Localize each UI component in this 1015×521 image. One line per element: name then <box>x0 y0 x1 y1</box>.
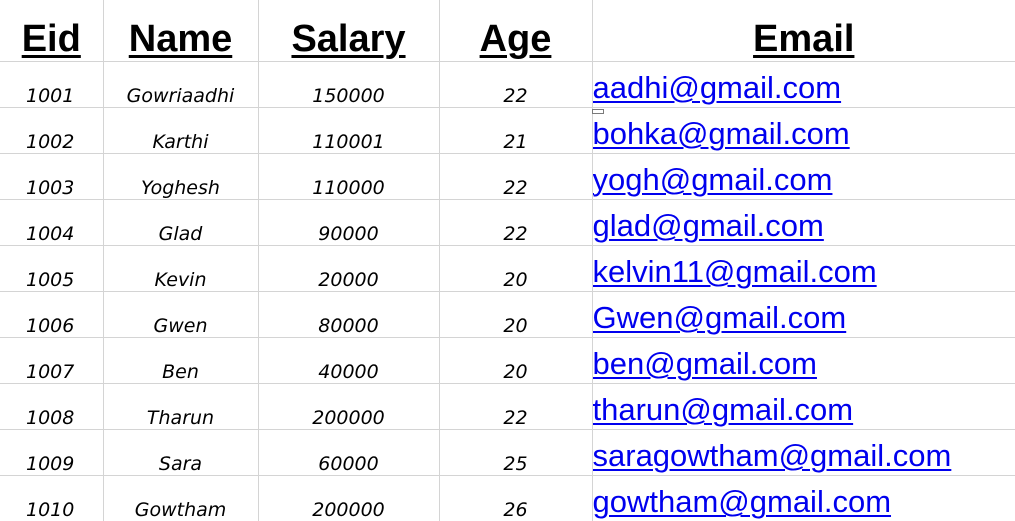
email-link[interactable]: kelvin11@gmail.com <box>592 253 877 289</box>
age-cell[interactable]: 20 <box>439 291 593 338</box>
email-link[interactable]: glad@gmail.com <box>592 207 824 243</box>
table-row: 1005 Kevin 20000 20 kelvin11@gmail.com <box>0 245 1015 292</box>
email-cell[interactable]: ben@gmail.com <box>592 337 1015 384</box>
table-row: 1010 Gowtham 200000 26 gowtham@gmail.com <box>0 475 1015 521</box>
email-link[interactable]: yogh@gmail.com <box>592 161 833 197</box>
table-row: 1008 Tharun 200000 22 tharun@gmail.com <box>0 383 1015 430</box>
name-cell[interactable]: Glad <box>103 199 259 246</box>
salary-cell[interactable]: 150000 <box>258 61 440 108</box>
table-row: 1004 Glad 90000 22 glad@gmail.com <box>0 199 1015 246</box>
salary-cell[interactable]: 110000 <box>258 153 440 200</box>
name-cell[interactable]: Tharun <box>103 383 259 430</box>
eid-cell[interactable]: 1004 <box>0 199 104 246</box>
eid-cell[interactable]: 1007 <box>0 337 104 384</box>
name-cell[interactable]: Gowriaadhi <box>103 61 259 108</box>
salary-cell[interactable]: 60000 <box>258 429 440 476</box>
name-cell[interactable]: Sara <box>103 429 259 476</box>
salary-cell[interactable]: 20000 <box>258 245 440 292</box>
age-cell[interactable]: 26 <box>439 475 593 521</box>
eid-cell[interactable]: 1008 <box>0 383 104 430</box>
eid-cell[interactable]: 1009 <box>0 429 104 476</box>
email-cell[interactable]: kelvin11@gmail.com <box>592 245 1015 292</box>
age-cell[interactable]: 20 <box>439 337 593 384</box>
salary-cell[interactable]: 110001 <box>258 107 440 154</box>
salary-cell[interactable]: 200000 <box>258 475 440 521</box>
email-link[interactable]: ben@gmail.com <box>592 345 817 381</box>
salary-cell[interactable]: 200000 <box>258 383 440 430</box>
eid-cell[interactable]: 1001 <box>0 61 104 108</box>
header-salary[interactable]: Salary <box>258 0 440 62</box>
eid-cell[interactable]: 1003 <box>0 153 104 200</box>
eid-cell[interactable]: 1010 <box>0 475 104 521</box>
table-row: 1001 Gowriaadhi 150000 22 aadhi@gmail.co… <box>0 61 1015 108</box>
name-cell[interactable]: Karthi <box>103 107 259 154</box>
fill-handle-marker[interactable] <box>592 109 604 114</box>
eid-cell[interactable]: 1006 <box>0 291 104 338</box>
name-cell[interactable]: Gowtham <box>103 475 259 521</box>
name-cell[interactable]: Yoghesh <box>103 153 259 200</box>
age-cell[interactable]: 25 <box>439 429 593 476</box>
email-cell[interactable]: saragowtham@gmail.com <box>592 429 1015 476</box>
header-row: Eid Name Salary Age Email <box>0 0 1015 62</box>
email-cell[interactable]: aadhi@gmail.com <box>592 61 1015 108</box>
email-link[interactable]: tharun@gmail.com <box>592 391 854 427</box>
email-cell[interactable]: glad@gmail.com <box>592 199 1015 246</box>
email-link[interactable]: gowtham@gmail.com <box>592 484 892 519</box>
email-cell[interactable]: bohka@gmail.com <box>592 107 1015 154</box>
header-eid[interactable]: Eid <box>0 0 104 62</box>
eid-cell[interactable]: 1002 <box>0 107 104 154</box>
table-row: 1009 Sara 60000 25 saragowtham@gmail.com <box>0 429 1015 476</box>
email-cell[interactable]: yogh@gmail.com <box>592 153 1015 200</box>
table-row: 1006 Gwen 80000 20 Gwen@gmail.com <box>0 291 1015 338</box>
age-cell[interactable]: 22 <box>439 199 593 246</box>
age-cell[interactable]: 21 <box>439 107 593 154</box>
email-link[interactable]: aadhi@gmail.com <box>592 69 842 105</box>
salary-cell[interactable]: 90000 <box>258 199 440 246</box>
salary-cell[interactable]: 80000 <box>258 291 440 338</box>
salary-cell[interactable]: 40000 <box>258 337 440 384</box>
age-cell[interactable]: 22 <box>439 153 593 200</box>
email-link[interactable]: saragowtham@gmail.com <box>592 437 952 473</box>
header-name[interactable]: Name <box>103 0 259 62</box>
name-cell[interactable]: Gwen <box>103 291 259 338</box>
name-cell[interactable]: Ben <box>103 337 259 384</box>
age-cell[interactable]: 22 <box>439 61 593 108</box>
email-cell[interactable]: Gwen@gmail.com <box>592 291 1015 338</box>
name-cell[interactable]: Kevin <box>103 245 259 292</box>
email-link[interactable]: Gwen@gmail.com <box>592 299 847 335</box>
header-email[interactable]: Email <box>592 0 1015 62</box>
header-age[interactable]: Age <box>439 0 593 62</box>
email-cell[interactable]: gowtham@gmail.com <box>592 475 1015 521</box>
age-cell[interactable]: 22 <box>439 383 593 430</box>
email-cell[interactable]: tharun@gmail.com <box>592 383 1015 430</box>
eid-cell[interactable]: 1005 <box>0 245 104 292</box>
table-row: 1007 Ben 40000 20 ben@gmail.com <box>0 337 1015 384</box>
age-cell[interactable]: 20 <box>439 245 593 292</box>
table-row: 1002 Karthi 110001 21 bohka@gmail.com <box>0 107 1015 154</box>
email-link[interactable]: bohka@gmail.com <box>592 115 850 151</box>
table-row: 1003 Yoghesh 110000 22 yogh@gmail.com <box>0 153 1015 200</box>
